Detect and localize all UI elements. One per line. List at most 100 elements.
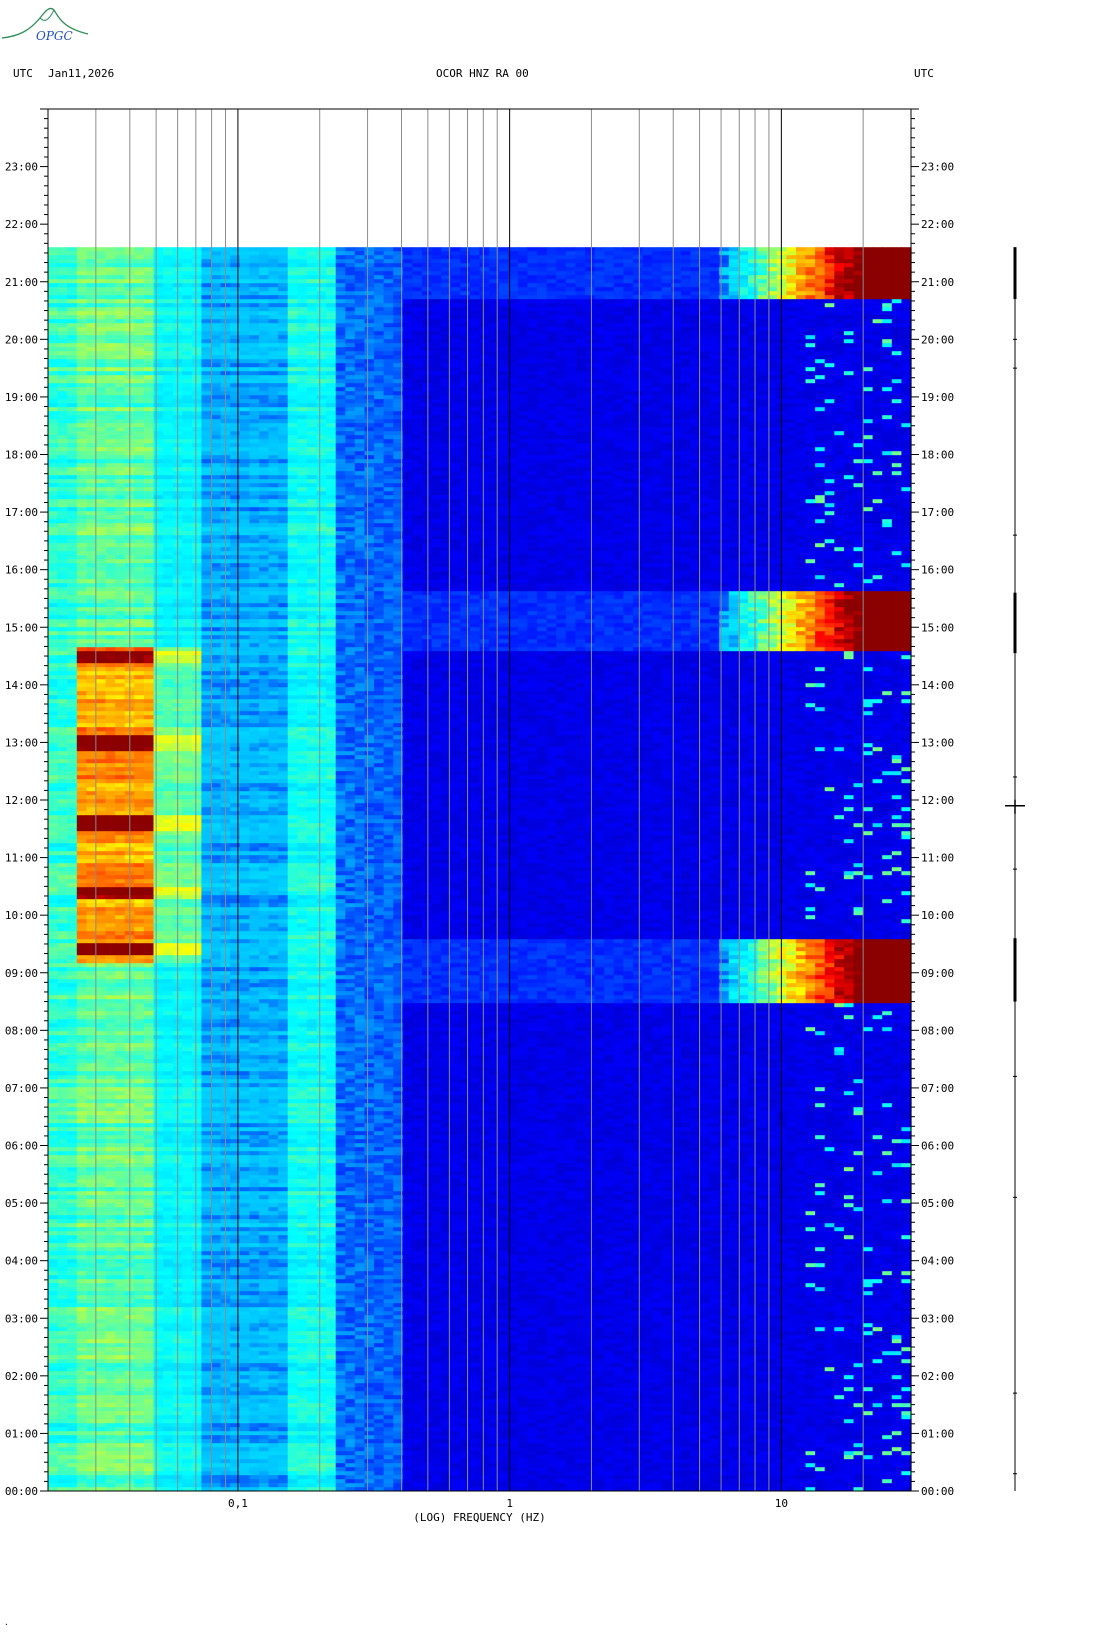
heatmap-cell <box>230 427 240 431</box>
heatmap-cell <box>901 371 911 375</box>
heatmap-cell <box>585 275 595 279</box>
heatmap-cell <box>269 387 279 391</box>
heatmap-cell <box>422 343 432 347</box>
heatmap-cell <box>355 431 365 435</box>
heatmap-cell <box>758 395 768 399</box>
heatmap-cell <box>614 379 624 383</box>
heatmap-cell <box>307 387 317 391</box>
heatmap-cell <box>230 387 240 391</box>
heatmap-cell <box>681 447 691 451</box>
heatmap-cell <box>384 275 394 279</box>
heatmap-cell <box>815 315 825 319</box>
heatmap-cell <box>643 379 653 383</box>
heatmap-cell <box>729 315 739 319</box>
heatmap-cell <box>652 387 662 391</box>
heatmap-cell <box>556 387 566 391</box>
heatmap-cell <box>863 395 873 399</box>
heatmap-cell <box>288 395 298 399</box>
heatmap-cell <box>738 447 748 451</box>
heatmap-cell <box>374 463 384 467</box>
heatmap-cell <box>182 435 192 439</box>
heatmap-cell <box>364 295 374 299</box>
heatmap-cell <box>758 379 768 383</box>
heatmap-cell <box>815 459 825 463</box>
heatmap-cell <box>499 431 509 435</box>
heatmap-cell <box>518 335 528 339</box>
heatmap-cell <box>182 451 192 455</box>
heatmap-cell <box>643 451 653 455</box>
heatmap-cell <box>518 259 528 263</box>
heatmap-cell <box>537 411 547 415</box>
heatmap-cell <box>643 351 653 355</box>
heatmap-cell <box>307 339 317 343</box>
heatmap-cell <box>336 299 346 303</box>
heatmap-cell <box>48 431 58 435</box>
heatmap-cell <box>355 367 365 371</box>
heatmap-cell <box>633 291 643 295</box>
heatmap-cell <box>518 359 528 363</box>
heatmap-cell <box>537 303 547 307</box>
heatmap-cell <box>758 387 768 391</box>
heatmap-cell <box>901 299 911 303</box>
heatmap-cell <box>595 343 605 347</box>
heatmap-cell <box>77 415 87 419</box>
heatmap-cell <box>96 387 106 391</box>
heatmap-cell <box>412 443 422 447</box>
heatmap-cell <box>489 347 499 351</box>
heatmap-cell <box>48 287 58 291</box>
heatmap-cell <box>527 279 537 283</box>
heatmap-cell <box>422 383 432 387</box>
heatmap-cell <box>412 339 422 343</box>
heatmap-cell <box>192 395 202 399</box>
heatmap-cell <box>758 427 768 431</box>
heatmap-cell <box>863 415 873 419</box>
heatmap-cell <box>643 439 653 443</box>
heatmap-cell <box>422 431 432 435</box>
heatmap-cell <box>575 395 585 399</box>
heatmap-cell <box>470 307 480 311</box>
heatmap-cell <box>643 443 653 447</box>
heatmap-cell <box>96 319 106 323</box>
heatmap-cell <box>815 263 825 267</box>
heatmap-cell <box>700 443 710 447</box>
heatmap-cell <box>834 267 844 271</box>
heatmap-cell <box>374 447 384 451</box>
heatmap-cell <box>211 403 221 407</box>
heatmap-cell <box>58 259 68 263</box>
heatmap-cell <box>681 459 691 463</box>
heatmap-cell <box>115 459 125 463</box>
heatmap-cell <box>652 439 662 443</box>
heatmap-cell <box>623 291 633 295</box>
heatmap-cell <box>547 323 557 327</box>
heatmap-cell <box>863 263 873 267</box>
heatmap-cell <box>595 247 605 251</box>
heatmap-cell <box>326 271 336 275</box>
heatmap-cell <box>786 251 796 255</box>
heatmap-cell <box>873 407 883 411</box>
heatmap-cell <box>115 343 125 347</box>
heatmap-cell <box>480 455 490 459</box>
heatmap-cell <box>192 459 202 463</box>
heatmap-cell <box>106 455 116 459</box>
heatmap-cell <box>585 295 595 299</box>
heatmap-cell <box>154 303 164 307</box>
heatmap-cell <box>230 307 240 311</box>
heatmap-cell <box>547 419 557 423</box>
heatmap-cell <box>384 323 394 327</box>
heatmap-cell <box>585 271 595 275</box>
heatmap-cell <box>825 447 835 451</box>
heatmap-cell <box>537 311 547 315</box>
heatmap-cell <box>432 343 442 347</box>
heatmap-cell <box>700 323 710 327</box>
heatmap-cell <box>403 355 413 359</box>
heatmap-cell <box>480 327 490 331</box>
heatmap-cell <box>48 411 58 415</box>
heatmap-cell <box>806 303 816 307</box>
heatmap-cell <box>297 415 307 419</box>
heatmap-cell <box>595 295 605 299</box>
heatmap-cell <box>134 263 144 267</box>
heatmap-cell <box>796 295 806 299</box>
heatmap-cell <box>825 287 835 291</box>
heatmap-cell <box>489 455 499 459</box>
heatmap-cell <box>892 319 902 323</box>
